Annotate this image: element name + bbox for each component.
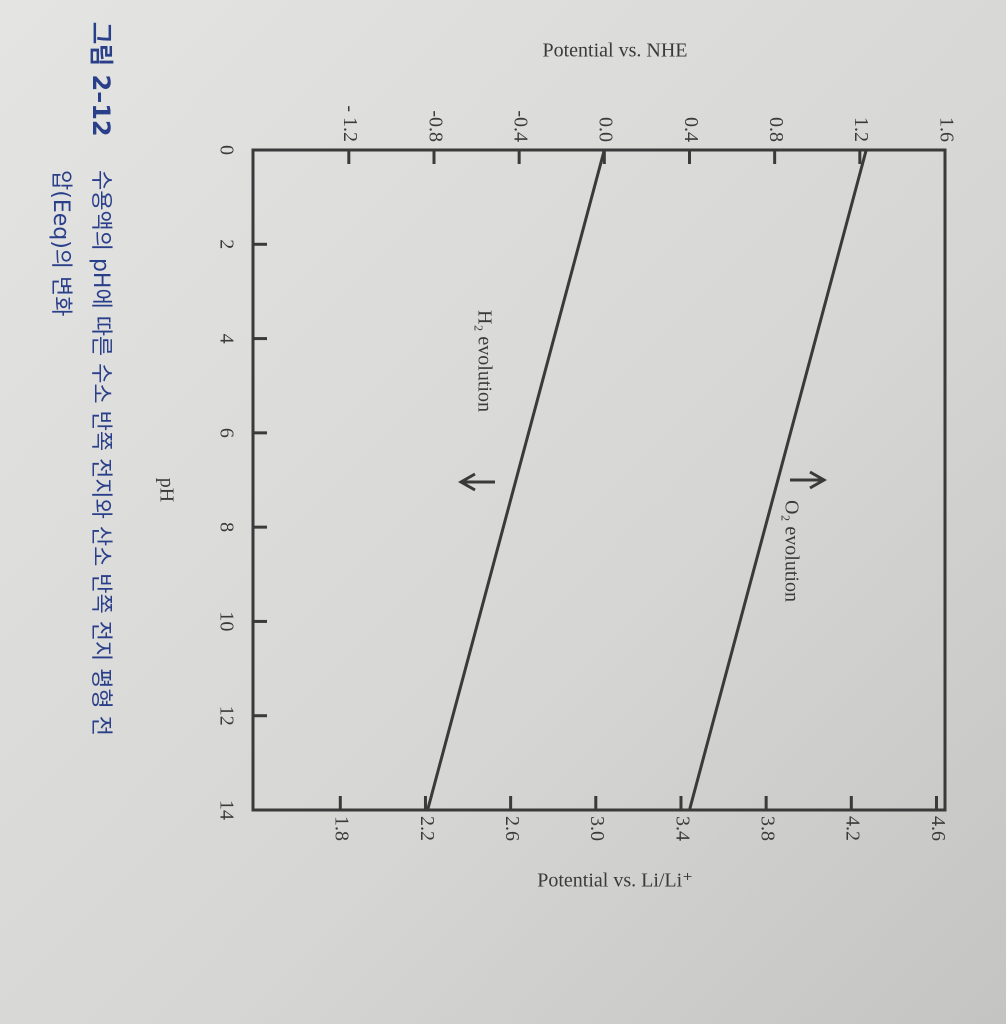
y2-tick-label: 2.2: [416, 816, 438, 841]
x-tick-label: 4: [215, 334, 237, 344]
caption-label: 그림 2–12: [87, 22, 115, 137]
y2-tick-label: 3.4: [671, 816, 693, 841]
y2-tick-label: 1.8: [331, 816, 353, 841]
y-tick-label: - 1.2: [339, 105, 361, 142]
y-tick-label: -0.4: [510, 110, 532, 142]
x-tick-label: 10: [215, 611, 237, 631]
y2-tick-label: 3.8: [757, 816, 779, 841]
y-tick-label: 0.8: [765, 117, 787, 142]
plot-frame: [251, 148, 947, 812]
x-tick-label: 2: [215, 239, 237, 249]
caption: 압(Eeq)의 변화: [48, 170, 73, 317]
y2-tick-label: 2.6: [501, 816, 523, 841]
y-tick-label: 0.0: [595, 117, 617, 142]
y2-tick-label: 4.6: [927, 816, 949, 841]
series-line: [688, 149, 868, 811]
arrow: [790, 470, 828, 490]
y-axis-label: Potential vs. NHE: [543, 40, 688, 62]
y2-tick-label: 3.0: [586, 816, 608, 841]
y-tick-label: 1.2: [850, 117, 872, 142]
series-line: [426, 149, 606, 811]
series-label: O₂ evolution: [780, 500, 802, 602]
x-tick-label: 0: [215, 145, 237, 155]
x-tick-label: 12: [215, 706, 237, 726]
y2-tick-label: 4.2: [842, 816, 864, 841]
x-tick-label: 6: [215, 428, 237, 438]
y-tick-label: 1.6: [935, 117, 957, 142]
y-tick-label: -0.8: [424, 110, 446, 142]
y2-axis-label: Potential vs. Li/Li⁺: [537, 870, 693, 892]
x-axis-label: pH: [155, 478, 177, 502]
series-label: H₂ evolution: [473, 310, 495, 412]
x-tick-label: 8: [215, 522, 237, 532]
caption: 수용액의 pH에 따른 수소 반쪽 전지와 산소 반쪽 전지 평형 전: [88, 170, 113, 736]
arrow: [457, 472, 495, 492]
y-tick-label: 0.4: [680, 117, 702, 142]
x-tick-label: 14: [215, 800, 237, 820]
